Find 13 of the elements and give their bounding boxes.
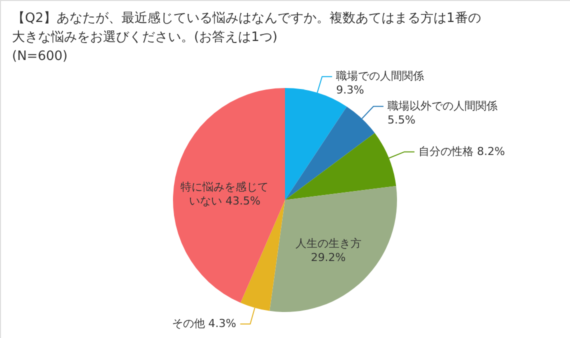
data-label: 9.3% — [336, 84, 364, 97]
slice-label: 職場での人間関係 — [336, 70, 424, 83]
slice-label: 自分の性格 8.2% — [418, 144, 505, 158]
slice-label: 特に悩みを感じていない 43.5% — [180, 180, 269, 208]
data-label: 29.2% — [310, 250, 346, 264]
text: (N=600) — [12, 49, 68, 64]
slice-label: その他 4.3% — [172, 317, 236, 330]
data-label: 5.5% — [387, 113, 416, 126]
pie-slice — [173, 88, 285, 303]
chart-title: 【Q2】あなたが、最近感じている悩みはなんですか。複数あてはまる方は1番の大きな悩みをお選びください。(お答えは1つ) — [12, 10, 481, 45]
slice-label: 職場以外での人間関係 — [387, 99, 498, 112]
pie-slice — [270, 186, 397, 312]
slice-label: 人生の生き方 — [295, 236, 362, 250]
